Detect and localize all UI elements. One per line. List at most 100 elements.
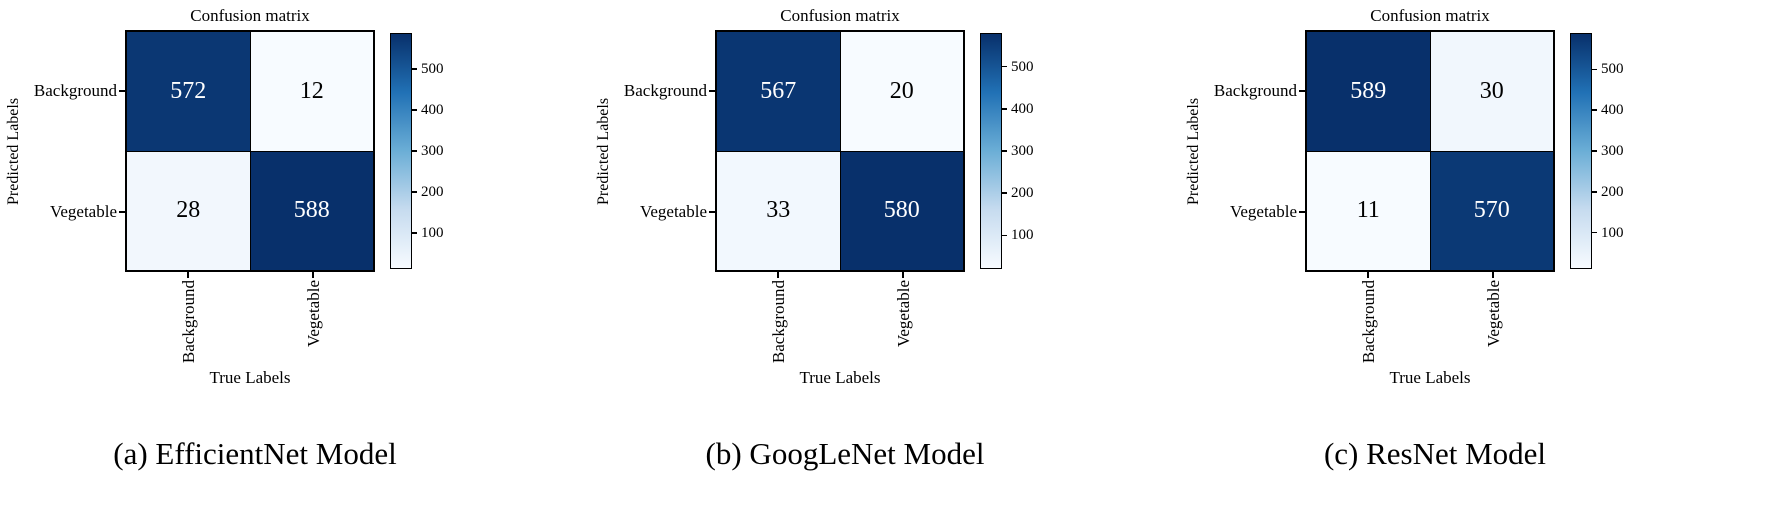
colorbar-tick: 200 <box>1592 184 1624 200</box>
x-tick-label: Vegetable <box>304 280 323 348</box>
y-axis-tick <box>119 211 125 213</box>
colorbar <box>1570 33 1592 269</box>
colorbar-tick-label: 300 <box>421 143 444 159</box>
y-tick-label: Vegetable <box>49 202 117 221</box>
colorbar-tick: 100 <box>412 225 444 241</box>
colorbar-tick: 500 <box>1592 61 1624 77</box>
chart-title: Confusion matrix <box>1370 6 1490 25</box>
colorbar-tick-label: 300 <box>1011 143 1034 159</box>
colorbar-tick: 300 <box>1592 143 1624 159</box>
colorbar-tick: 200 <box>1002 185 1034 201</box>
heatmap-matrix: 567 20 33 580 <box>715 30 965 272</box>
colorbar-tick-mark <box>1002 192 1007 194</box>
x-tick-label: Background <box>179 280 198 364</box>
colorbar-tick-mark <box>412 232 417 234</box>
colorbar-tick-mark <box>412 150 417 152</box>
colorbar-tick-mark <box>412 191 417 193</box>
panel-caption: (a) EfficientNet Model <box>113 436 397 471</box>
matrix-cell: 30 <box>1430 32 1553 151</box>
colorbar-tick-label: 200 <box>1011 185 1034 202</box>
colorbar-tick-label: 200 <box>1601 183 1624 200</box>
chart-title: Confusion matrix <box>190 6 310 25</box>
colorbar-tick-label: 500 <box>1011 58 1034 75</box>
x-axis-label: True Labels <box>1389 368 1471 387</box>
colorbar-ticks: 100 200 300 400 500 <box>412 33 467 269</box>
x-axis-tick <box>1492 272 1494 278</box>
matrix-cell: 572 <box>127 32 250 151</box>
x-axis-label: True Labels <box>209 368 291 387</box>
colorbar-tick-mark <box>1592 191 1597 193</box>
matrix-cell: 567 <box>717 32 840 151</box>
y-tick-label: Background <box>33 81 117 100</box>
colorbar-tick-mark <box>1002 108 1007 110</box>
x-axis-tick <box>1367 272 1369 278</box>
matrix-cell: 589 <box>1307 32 1430 151</box>
matrix-cell: 570 <box>1430 151 1553 270</box>
y-axis-label: Predicted Labels <box>595 97 612 205</box>
y-axis-label: Predicted Labels <box>5 97 22 205</box>
y-axis-label: Predicted Labels <box>1185 97 1202 205</box>
panel-caption: (b) GoogLeNet Model <box>705 436 985 471</box>
y-tick-label: Vegetable <box>1229 202 1297 221</box>
panel-caption: (c) ResNet Model <box>1323 436 1547 471</box>
x-tick-label: Background <box>1359 280 1378 364</box>
colorbar-tick-label: 400 <box>1601 102 1624 119</box>
colorbar-tick: 200 <box>412 184 444 200</box>
x-tick-label: Background <box>769 280 788 364</box>
matrix-cell: 11 <box>1307 151 1430 270</box>
matrix-cell: 580 <box>840 151 963 270</box>
matrix-cell: 12 <box>250 32 373 151</box>
x-axis-tick <box>312 272 314 278</box>
matrix-cell: 588 <box>250 151 373 270</box>
colorbar-tick-mark <box>412 109 417 111</box>
chart-title: Confusion matrix <box>780 6 900 25</box>
x-axis-tick <box>777 272 779 278</box>
colorbar-tick-label: 400 <box>421 102 444 119</box>
matrix-cell: 28 <box>127 151 250 270</box>
y-tick-label: Background <box>1213 81 1297 100</box>
confusion-matrix-panel-a: Confusion matrix Predicted Labels Backgr… <box>0 0 590 532</box>
heatmap-matrix: 572 12 28 588 <box>125 30 375 272</box>
colorbar-tick-label: 500 <box>421 61 444 78</box>
colorbar-tick-mark <box>1592 231 1597 234</box>
colorbar-tick: 400 <box>412 102 444 118</box>
matrix-cell: 33 <box>717 151 840 270</box>
colorbar-tick-label: 100 <box>1601 224 1624 241</box>
colorbar-tick: 400 <box>1592 102 1624 118</box>
colorbar-tick-mark <box>1592 68 1597 71</box>
colorbar-tick: 500 <box>412 61 444 77</box>
colorbar-tick: 300 <box>412 143 444 159</box>
colorbar-tick: 500 <box>1002 59 1034 75</box>
x-axis-tick <box>902 272 904 278</box>
colorbar-tick: 400 <box>1002 101 1034 117</box>
colorbar-tick-mark <box>412 68 417 70</box>
colorbar <box>980 33 1002 269</box>
confusion-matrix-panel-b: Confusion matrix Predicted Labels Backgr… <box>590 0 1180 532</box>
colorbar <box>390 33 412 269</box>
x-axis-label: True Labels <box>799 368 881 387</box>
colorbar-tick-mark <box>1002 150 1007 152</box>
x-tick-label: Vegetable <box>1484 280 1503 348</box>
colorbar-tick: 300 <box>1002 143 1034 159</box>
y-axis-tick <box>709 90 715 92</box>
y-tick-label: Background <box>623 81 707 100</box>
colorbar-tick: 100 <box>1002 227 1034 243</box>
y-tick-label: Vegetable <box>639 202 707 221</box>
colorbar-ticks: 100 200 300 400 500 <box>1002 33 1057 269</box>
colorbar-tick-label: 500 <box>1601 61 1624 78</box>
colorbar-tick-mark <box>1592 109 1597 111</box>
x-axis-tick <box>187 272 189 278</box>
y-axis-tick <box>119 90 125 92</box>
colorbar-tick-mark <box>1002 234 1007 237</box>
colorbar-tick-label: 200 <box>421 183 444 200</box>
y-axis-tick <box>1299 211 1305 213</box>
colorbar-tick-label: 400 <box>1011 100 1034 117</box>
colorbar-tick: 100 <box>1592 225 1624 241</box>
colorbar-tick-label: 100 <box>1011 227 1034 244</box>
colorbar-tick-label: 100 <box>421 224 444 241</box>
colorbar-ticks: 100 200 300 400 500 <box>1592 33 1647 269</box>
colorbar-tick-mark <box>1592 150 1597 152</box>
y-axis-tick <box>709 211 715 213</box>
matrix-cell: 20 <box>840 32 963 151</box>
